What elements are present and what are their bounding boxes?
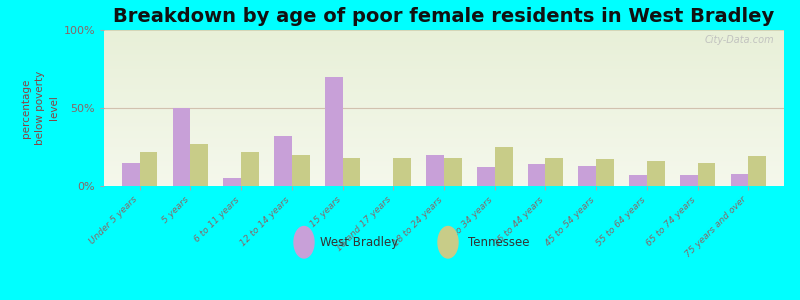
Bar (477, 167, 494, 186)
Bar (546, 158, 563, 186)
Bar (647, 161, 665, 186)
Bar (292, 155, 310, 186)
Bar (325, 77, 342, 186)
Title: Breakdown by age of poor female residents in West Bradley: Breakdown by age of poor female resident… (114, 7, 774, 26)
Bar (122, 163, 139, 186)
Bar (528, 164, 546, 186)
Text: City-Data.com: City-Data.com (704, 35, 774, 45)
Bar (494, 147, 513, 186)
Bar (730, 173, 749, 186)
Bar (342, 158, 360, 186)
Bar (698, 163, 715, 186)
Y-axis label: percentage
below poverty
level: percentage below poverty level (21, 71, 59, 145)
Bar (630, 175, 647, 186)
Bar (596, 160, 614, 186)
Bar (190, 144, 208, 186)
Bar (680, 175, 698, 186)
Bar (139, 152, 158, 186)
Bar (394, 158, 411, 186)
Bar (173, 108, 190, 186)
Bar (578, 166, 596, 186)
Ellipse shape (438, 226, 458, 258)
Bar (223, 178, 241, 186)
Bar (274, 136, 292, 186)
Text: West Bradley: West Bradley (320, 236, 398, 249)
Bar (444, 158, 462, 186)
Bar (749, 156, 766, 186)
Ellipse shape (294, 226, 314, 258)
Text: Tennessee: Tennessee (468, 236, 530, 249)
Bar (241, 152, 258, 186)
Bar (426, 155, 444, 186)
